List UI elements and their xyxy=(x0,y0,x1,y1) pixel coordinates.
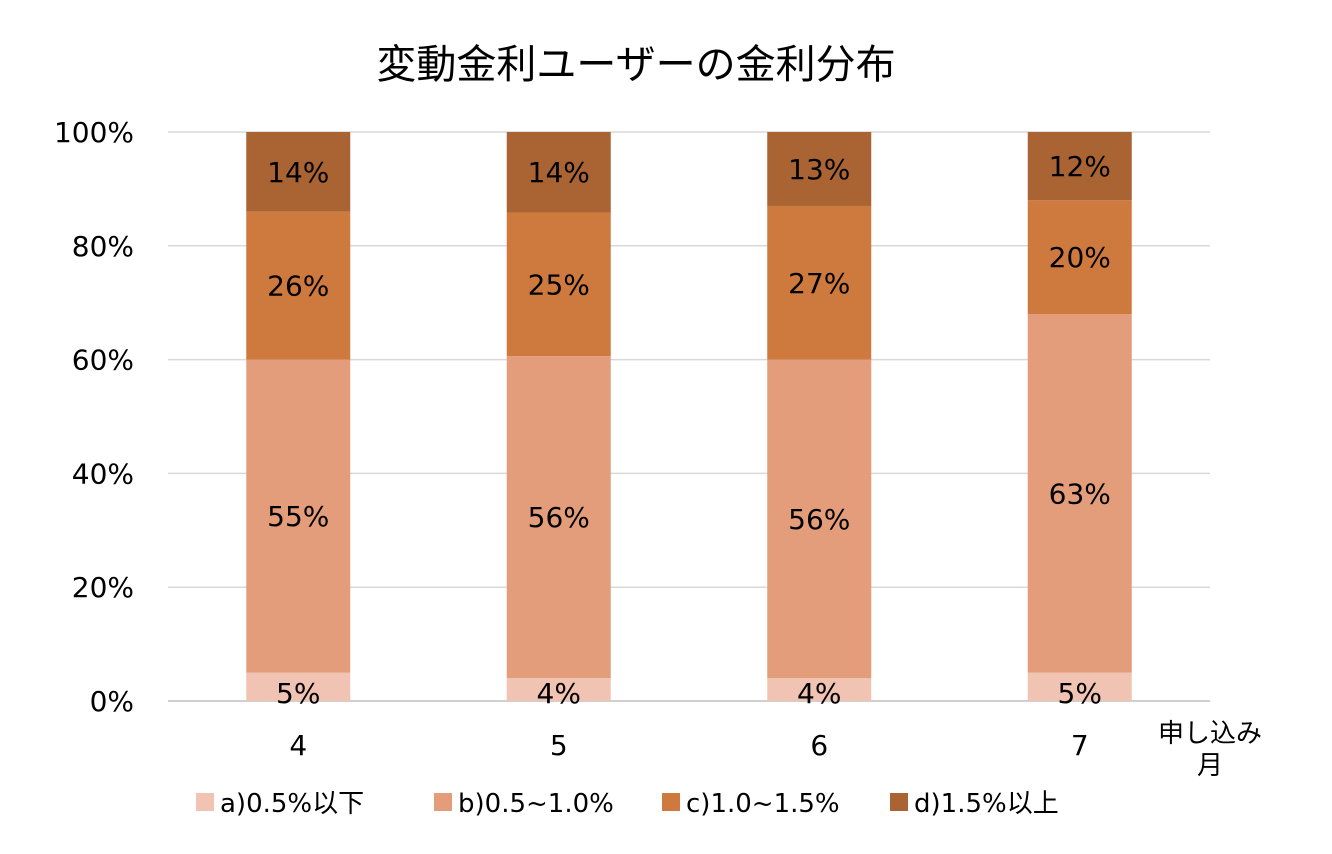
data-label: 5% xyxy=(276,677,320,710)
x-axis: 4 5 6 7 申し込み月 xyxy=(289,719,1262,781)
data-label: 14% xyxy=(267,156,329,189)
bar-segment xyxy=(506,356,611,679)
data-label: 12% xyxy=(1049,150,1111,183)
bar-segment xyxy=(246,672,351,701)
legend-label: a)0.5%以下 xyxy=(220,789,364,819)
bar-segment xyxy=(506,132,611,213)
legend: a)0.5%以下 b)0.5~1.0% c)1.0~1.5% d)1.5%以上 xyxy=(196,789,1059,819)
data-label: 4% xyxy=(797,677,841,710)
bar-segment xyxy=(506,678,611,701)
x-tick-label: 5 xyxy=(550,729,568,762)
data-label: 20% xyxy=(1049,241,1111,274)
bar-segment xyxy=(506,212,611,357)
bar-segment xyxy=(767,359,872,679)
y-tick-label: 20% xyxy=(72,571,134,604)
bar-segment xyxy=(767,132,872,206)
bars: 5% 55% 26% 14% 4% 56% 25% 14% 4% 56% 27% 13% 5% 63% 20… xyxy=(246,132,1132,710)
data-label: 5% xyxy=(1058,677,1102,710)
y-axis: 0% 20% 40% 60% 80% 100% xyxy=(54,116,134,718)
y-tick-label: 100% xyxy=(54,116,134,149)
data-label: 25% xyxy=(528,268,590,301)
legend-label: d)1.5%以上 xyxy=(914,789,1059,819)
data-label: 56% xyxy=(788,503,850,536)
x-tick-label: 4 xyxy=(289,729,307,762)
bar-segment xyxy=(767,678,872,701)
data-label: 56% xyxy=(528,501,590,534)
legend-label: b)0.5~1.0% xyxy=(458,789,614,819)
bar-segment xyxy=(246,132,351,212)
bar-segment xyxy=(767,205,872,360)
legend-swatch xyxy=(434,793,452,811)
data-label: 63% xyxy=(1049,477,1111,510)
data-label: 4% xyxy=(537,677,581,710)
data-label: 27% xyxy=(788,267,850,300)
x-tick-label: 7 xyxy=(1071,729,1089,762)
x-axis-title: 申し込み月 xyxy=(1158,719,1262,781)
bar-segment xyxy=(246,211,351,360)
data-label: 26% xyxy=(267,270,329,303)
y-tick-label: 80% xyxy=(72,230,134,263)
x-tick-label: 6 xyxy=(810,729,828,762)
bar-segment xyxy=(1027,200,1132,315)
legend-label: c)1.0~1.5% xyxy=(686,789,840,819)
data-label: 55% xyxy=(267,500,329,533)
legend-swatch xyxy=(662,793,680,811)
data-label: 13% xyxy=(788,153,850,186)
y-tick-label: 0% xyxy=(90,685,134,718)
y-tick-label: 40% xyxy=(72,457,134,490)
bar-segment xyxy=(246,359,351,673)
bar-segment xyxy=(1027,132,1132,201)
legend-swatch xyxy=(196,793,214,811)
legend-swatch xyxy=(890,793,908,811)
data-label: 14% xyxy=(528,156,590,189)
bar-segment xyxy=(1027,314,1132,673)
chart-title: 変動金利ユーザーの金利分布 xyxy=(376,42,895,88)
bar-segment xyxy=(1027,672,1132,701)
y-tick-label: 60% xyxy=(72,344,134,377)
